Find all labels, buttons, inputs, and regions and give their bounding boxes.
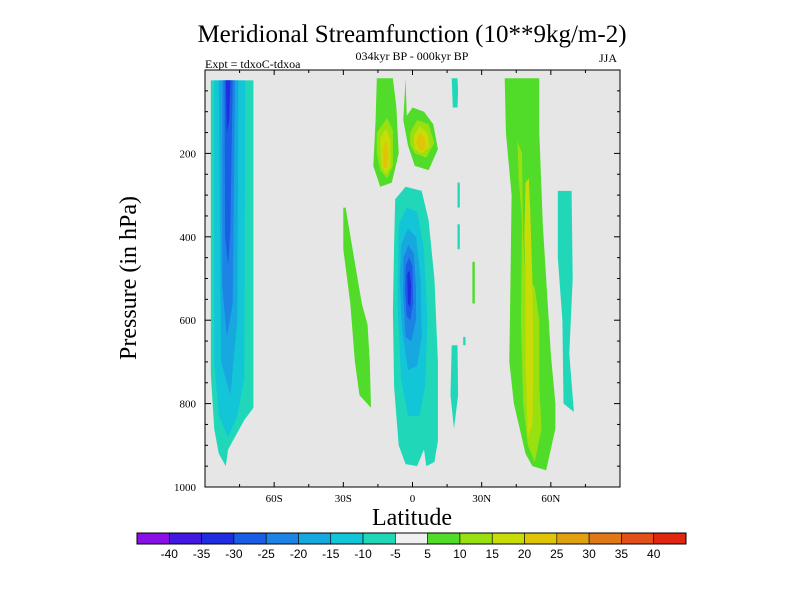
y-tick-label: 800 — [180, 399, 197, 411]
southern-cell-fill — [225, 80, 231, 133]
equatorial-cell-fill — [407, 270, 412, 308]
weak-negative-fill — [450, 345, 459, 429]
colorbar-box — [491, 532, 525, 545]
colorbar-label: -30 — [225, 547, 243, 561]
colorbar-box — [330, 532, 364, 545]
y-tick-label: 200 — [180, 148, 197, 160]
colorbar-label: -15 — [322, 547, 340, 561]
northern-negative-fill — [557, 190, 574, 412]
colorbar-box — [362, 532, 396, 545]
colorbar-box — [233, 532, 267, 545]
colorbar-frame — [136, 532, 687, 545]
colorbar-label: 5 — [424, 547, 431, 561]
y-tick-label: 400 — [180, 232, 197, 244]
colorbar-box — [298, 532, 332, 545]
x-tick-label: 0 — [410, 493, 416, 505]
experiment-label: Expt = tdxoC-tdxoa — [205, 57, 301, 71]
chart-subtitle: 034kyr BP - 000kyr BP — [356, 49, 469, 63]
southern-cell-fill — [224, 80, 233, 267]
upper-positive-fill — [416, 132, 426, 152]
weak-negative-fill — [457, 182, 460, 208]
colorbar-box — [621, 532, 654, 545]
x-tick-label: 30N — [472, 493, 491, 505]
colorbar-label: -25 — [258, 547, 276, 561]
weak-negative-fill — [463, 336, 466, 346]
colorbar-label: -20 — [290, 547, 308, 561]
upper-positive-fill — [382, 140, 389, 168]
colorbar: -40 -35 -30 -25 -20 -15 -10 -5 5 10 15 20 25 30 35 40 — [136, 532, 687, 561]
y-tick-label: 600 — [180, 315, 197, 327]
colorbar-label: 40 — [647, 547, 661, 561]
colorbar-box — [395, 532, 428, 545]
weak-negative-fill — [451, 78, 459, 108]
x-tick-label: 30S — [335, 493, 352, 505]
y-tick-label: 1000 — [174, 482, 197, 494]
colorbar-label: 25 — [550, 547, 564, 561]
chart-title: Meridional Streamfunction (10**9kg/m-2) — [197, 21, 626, 48]
y-axis-label: Pressure (in hPa) — [116, 196, 142, 360]
colorbar-box — [556, 532, 590, 545]
colorbar-box — [201, 532, 235, 545]
weak-positive-fill — [472, 261, 475, 304]
colorbar-box — [588, 532, 622, 545]
plot-area: 60S 30S 0 30N 60N 200 400 600 800 1000 — [174, 69, 621, 505]
colorbar-box — [427, 532, 461, 545]
x-tick-label: 60N — [541, 493, 560, 505]
colorbar-box — [459, 532, 493, 545]
colorbar-label: 10 — [453, 547, 467, 561]
southern-positive-fill — [343, 207, 371, 408]
season-label: JJA — [599, 51, 617, 65]
colorbar-label: -35 — [193, 547, 211, 561]
northern-band-fill — [524, 178, 534, 437]
contour-fills — [210, 78, 574, 471]
colorbar-label: -5 — [390, 547, 401, 561]
colorbar-label: 20 — [518, 547, 532, 561]
colorbar-label: 30 — [582, 547, 596, 561]
colorbar-box — [136, 532, 170, 545]
axis-ticks: 60S 30S 0 30N 60N 200 400 600 800 1000 — [174, 70, 620, 505]
colorbar-box — [524, 532, 558, 545]
colorbar-box — [653, 532, 687, 545]
colorbar-label: -40 — [161, 547, 179, 561]
x-axis-label: Latitude — [372, 505, 452, 531]
x-tick-label: 60S — [266, 493, 283, 505]
colorbar-box — [168, 532, 202, 545]
weak-negative-fill — [457, 224, 460, 250]
colorbar-label: 35 — [615, 547, 629, 561]
colorbar-box — [265, 532, 299, 545]
colorbar-label: -10 — [354, 547, 372, 561]
colorbar-label: 15 — [486, 547, 500, 561]
